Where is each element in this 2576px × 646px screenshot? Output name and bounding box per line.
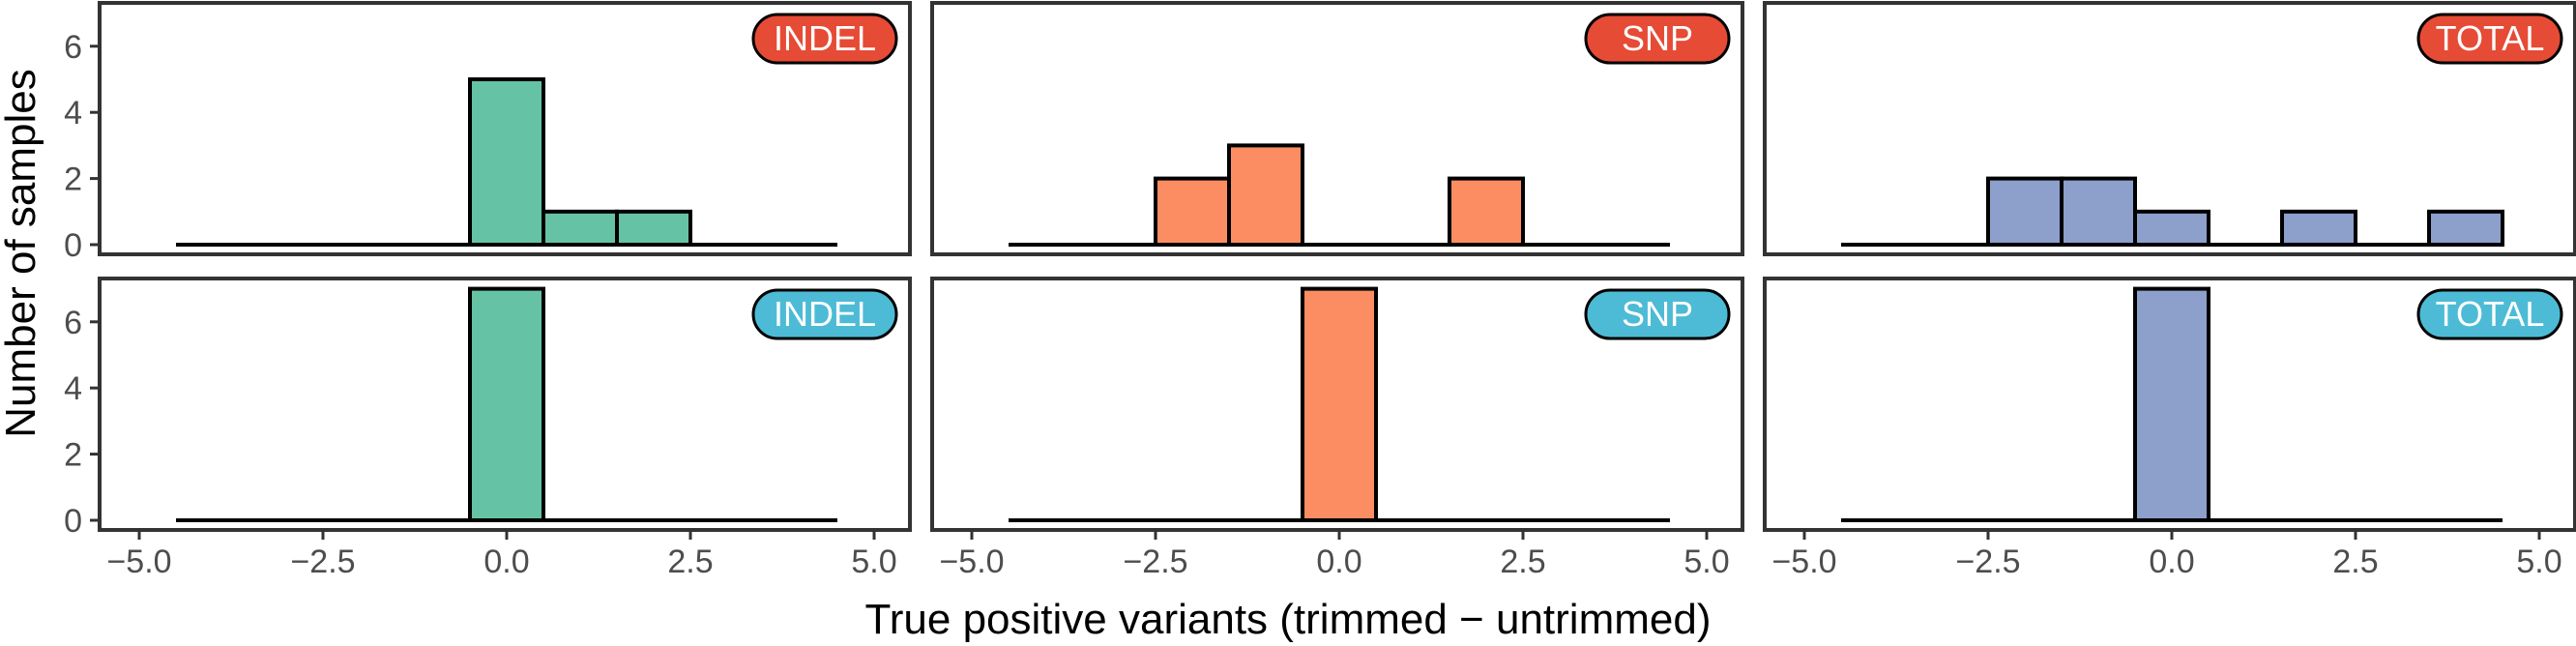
facet-badge [751, 288, 898, 340]
histogram-bar [2280, 209, 2357, 248]
facet-badge [751, 13, 898, 65]
x-tick-label: 0.0 [2149, 543, 2194, 580]
facet-badge-label: SNP [1622, 294, 1693, 334]
facet-badge-label: SNP [1622, 18, 1693, 58]
histogram-bar [1227, 143, 1304, 247]
histogram-bar [2060, 176, 2137, 248]
histogram-bar [1448, 176, 1525, 248]
histogram-bar [1986, 176, 2064, 248]
histogram-bar [2133, 209, 2210, 248]
y-axis-title: Number of samples [0, 69, 44, 437]
x-tick-label: −5.0 [1771, 543, 1836, 580]
x-tick-label: 0.0 [483, 543, 529, 580]
x-tick-label: −2.5 [1955, 543, 2020, 580]
histogram-bar [468, 77, 545, 247]
x-tick-label: 0.0 [1316, 543, 1361, 580]
facet-badge-label: TOTAL [2436, 294, 2545, 334]
x-tick-label: 2.5 [2332, 543, 2378, 580]
facet-badge-label: TOTAL [2436, 18, 2545, 58]
y-tick-label: 0 [64, 227, 82, 264]
facet-badge-label: INDEL [774, 18, 876, 58]
facet-panel: INDEL [98, 277, 912, 532]
y-tick-label: 4 [64, 95, 82, 132]
x-axis-title: True positive variants (trimmed − untrim… [865, 596, 1712, 643]
x-tick-label: −2.5 [290, 543, 355, 580]
panels-layer: INDEL SNP TOTAL INDEL SNP TOTAL [98, 1, 2576, 532]
axes-layer: 0 2 4 6 0 2 4 6 −5.0 −2.5 0.0 2.5 5.0 −5.0 −2.5 0.0 2.5 5… [64, 29, 2562, 580]
facet-badge [1584, 13, 1731, 65]
x-tick-label: 2.5 [667, 543, 713, 580]
facet-panel: INDEL [98, 1, 912, 256]
facet-badge-label: INDEL [774, 294, 876, 334]
y-tick-label: 6 [64, 305, 82, 341]
facet-badge [2416, 13, 2563, 65]
x-tick-label: 5.0 [2516, 543, 2561, 580]
x-tick-label: 2.5 [1500, 543, 1545, 580]
x-tick-label: 5.0 [1683, 543, 1729, 580]
y-tick-label: 2 [64, 162, 82, 198]
x-tick-label: −2.5 [1123, 543, 1187, 580]
x-tick-label: −5.0 [939, 543, 1004, 580]
y-tick-label: 0 [64, 503, 82, 540]
histogram-bar [2427, 209, 2504, 248]
x-tick-label: −5.0 [106, 543, 171, 580]
histogram-bar [1154, 176, 1231, 248]
facet-panel: TOTAL [1763, 277, 2576, 532]
histogram-bar [542, 209, 619, 248]
panel-border [930, 1, 1744, 256]
facet-panel: SNP [930, 277, 1744, 532]
histogram-bar [2133, 286, 2210, 522]
histogram-bar [1301, 286, 1378, 522]
histogram-bar [468, 286, 545, 522]
facet-panel: SNP [930, 1, 1744, 256]
facet-badge [2416, 288, 2563, 340]
histogram-bar [615, 209, 692, 248]
x-tick-label: 5.0 [851, 543, 896, 580]
facet-badge [1584, 288, 1731, 340]
y-tick-label: 6 [64, 29, 82, 66]
y-tick-label: 4 [64, 370, 82, 407]
facet-panel: TOTAL [1763, 1, 2576, 256]
y-tick-label: 2 [64, 437, 82, 474]
